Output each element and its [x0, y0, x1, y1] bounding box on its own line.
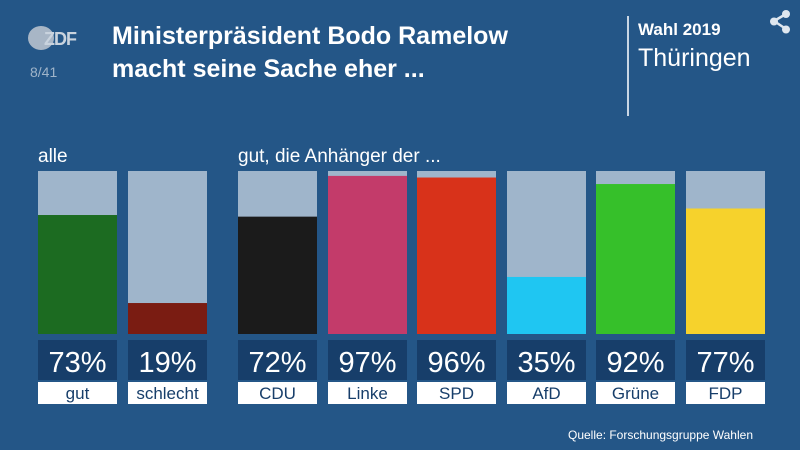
logo-circle: [28, 26, 54, 50]
value-label: 77%: [696, 347, 754, 379]
value-label: 92%: [606, 347, 664, 379]
value-label: 72%: [248, 347, 306, 379]
category-label-box: [238, 382, 317, 404]
category-label: FDP: [709, 384, 743, 403]
title-line-2: macht seine Sache eher ...: [112, 55, 425, 83]
bar: [238, 216, 317, 334]
category-label-box: [328, 382, 407, 404]
category-label-box: [128, 382, 207, 404]
bar: [328, 175, 407, 334]
bar: [38, 215, 117, 334]
category-label: gut: [66, 384, 90, 403]
region-label: Thüringen: [638, 44, 751, 72]
header-divider: [627, 16, 629, 116]
value-label-box: [238, 340, 317, 380]
category-label-box: [596, 382, 675, 404]
category-label: Linke: [347, 384, 388, 403]
share-icon[interactable]: [767, 9, 793, 35]
title-line-1: Ministerpräsident Bodo Ramelow: [112, 22, 508, 50]
bar: [686, 208, 765, 334]
category-label: CDU: [259, 384, 296, 403]
value-label: 19%: [138, 347, 196, 379]
group-label-supporters: gut, die Anhänger der ...: [238, 146, 441, 167]
election-info: Wahl 2019 Thüringen: [638, 20, 751, 73]
value-label-box: [507, 340, 586, 380]
category-label-box: [686, 382, 765, 404]
category-label-box: [38, 382, 117, 404]
source-note: Quelle: Forschungsgruppe Wahlen: [568, 428, 753, 442]
value-label-box: [686, 340, 765, 380]
page-title: Ministerpräsident Bodo Ramelow macht sei…: [112, 20, 612, 86]
election-label: Wahl 2019: [638, 20, 721, 39]
value-label: 96%: [427, 347, 485, 379]
category-label-box: [507, 382, 586, 404]
value-label-box: [596, 340, 675, 380]
bar: [596, 184, 675, 334]
bar: [128, 303, 207, 334]
value-label-box: [128, 340, 207, 380]
value-label-box: [38, 340, 117, 380]
category-label: schlecht: [136, 384, 199, 403]
value-label: 97%: [338, 347, 396, 379]
bar: [417, 177, 496, 334]
category-label: SPD: [439, 384, 474, 403]
category-label-box: [417, 382, 496, 404]
bar: [507, 276, 586, 334]
category-label: AfD: [532, 384, 560, 403]
page-counter: 8/41: [30, 64, 58, 80]
logo-text: ZDF: [44, 29, 77, 49]
value-label: 35%: [517, 347, 575, 379]
zdf-logo: ZDF: [24, 26, 77, 50]
value-label-box: [328, 340, 407, 380]
group-label-all: alle: [38, 146, 68, 167]
value-label: 73%: [48, 347, 106, 379]
category-label: Grüne: [612, 384, 659, 403]
value-label-box: [417, 340, 496, 380]
